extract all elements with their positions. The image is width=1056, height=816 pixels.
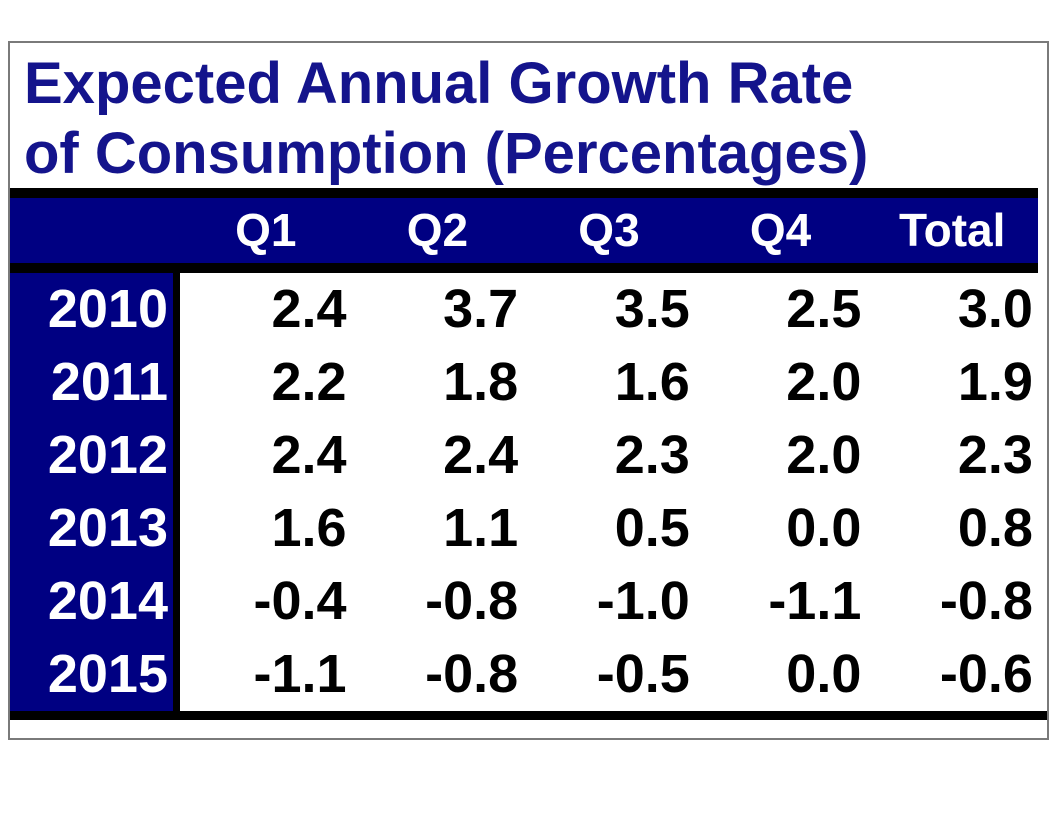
table-row-2010: 2010 2.4 3.7 3.5 2.5 3.0 [10,273,1038,346]
value-cell-q2: 1.1 [443,498,519,558]
value-cell-q1: -0.4 [253,571,347,631]
row-year-label: 2011 [10,346,180,419]
value-cell-q1: 2.4 [271,279,347,339]
value-cell-q2: -0.8 [425,644,519,704]
value-cell-total: 3.0 [957,279,1033,339]
value-cell-q4: 2.0 [786,425,862,485]
table-row-2011: 2011 2.2 1.8 1.6 2.0 1.9 [10,346,1038,419]
row-year-label: 2013 [10,492,180,565]
value-cell-q1: 2.2 [271,352,347,412]
value-cell-q2: 2.4 [443,425,519,485]
value-cell-q3: 0.5 [614,498,690,558]
column-header-q2: Q2 [406,204,469,256]
table-content: Q1 Q2 Q3 Q4 Total 2010 2.4 3.7 3.5 2.5 3… [10,188,1038,711]
table-title: Expected Annual Growth Rate of Consumpti… [24,51,869,186]
table-header-row: Q1 Q2 Q3 Q4 Total [10,198,1038,263]
value-cell-q3: -0.5 [596,644,690,704]
column-header-q4: Q4 [749,204,812,256]
value-cell-q4: 2.0 [786,352,862,412]
value-cell-q4: 0.0 [786,644,862,704]
value-cell-q2: 1.8 [443,352,519,412]
value-cell-q3: 3.5 [614,279,690,339]
value-cell-q4: -1.1 [768,571,862,631]
table-title-area: Expected Annual Growth Rate of Consumpti… [10,43,1047,188]
value-cell-total: 0.8 [957,498,1033,558]
footer-strip [10,720,1047,738]
table-frame: Expected Annual Growth Rate of Consumpti… [8,41,1049,740]
value-cell-q3: 2.3 [614,425,690,485]
value-cell-q3: 1.6 [614,352,690,412]
column-header-total: Total [898,204,1006,256]
row-year-label: 2010 [10,273,180,346]
value-cell-q4: 2.5 [786,279,862,339]
value-cell-total: 2.3 [957,425,1033,485]
value-cell-q4: 0.0 [786,498,862,558]
column-header-q3: Q3 [578,204,640,256]
separator-header [10,263,1038,273]
table-row-2014: 2014 -0.4 -0.8 -1.0 -1.1 -0.8 [10,565,1038,638]
value-cell-q1: -1.1 [253,644,347,704]
separator-top [10,188,1038,198]
value-cell-total: -0.8 [939,571,1033,631]
value-cell-q2: -0.8 [425,571,519,631]
row-year-label: 2012 [10,419,180,492]
separator-bottom [10,711,1047,720]
value-cell-q1: 2.4 [271,425,347,485]
value-cell-q1: 1.6 [271,498,347,558]
value-cell-q3: -1.0 [596,571,690,631]
row-year-label: 2015 [10,638,180,711]
column-header-q1: Q1 [235,204,297,256]
table-row-2013: 2013 1.6 1.1 0.5 0.0 0.8 [10,492,1038,565]
row-year-label: 2014 [10,565,180,638]
value-cell-q2: 3.7 [443,279,519,339]
value-cell-total: 1.9 [957,352,1033,412]
value-cell-total: -0.6 [939,644,1033,704]
table-row-2012: 2012 2.4 2.4 2.3 2.0 2.3 [10,419,1038,492]
table-row-2015: 2015 -1.1 -0.8 -0.5 0.0 -0.6 [10,638,1038,711]
